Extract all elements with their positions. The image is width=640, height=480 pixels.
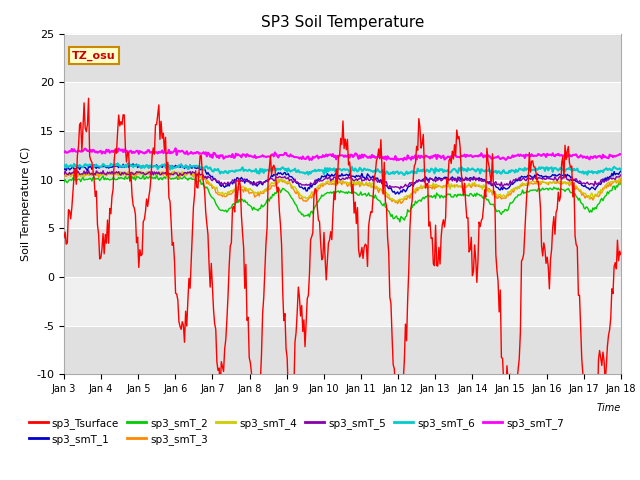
Bar xyxy=(64,326,621,374)
Bar xyxy=(64,228,621,277)
Bar xyxy=(64,34,621,82)
Text: Time: Time xyxy=(596,403,621,413)
Bar xyxy=(64,180,621,228)
Bar xyxy=(64,82,621,131)
Y-axis label: Soil Temperature (C): Soil Temperature (C) xyxy=(20,147,31,261)
Legend: sp3_Tsurface, sp3_smT_1, sp3_smT_2, sp3_smT_3, sp3_smT_4, sp3_smT_5, sp3_smT_6, : sp3_Tsurface, sp3_smT_1, sp3_smT_2, sp3_… xyxy=(25,414,568,449)
Bar xyxy=(64,277,621,326)
Text: TZ_osu: TZ_osu xyxy=(72,51,116,61)
Title: SP3 Soil Temperature: SP3 Soil Temperature xyxy=(260,15,424,30)
Bar xyxy=(64,131,621,180)
